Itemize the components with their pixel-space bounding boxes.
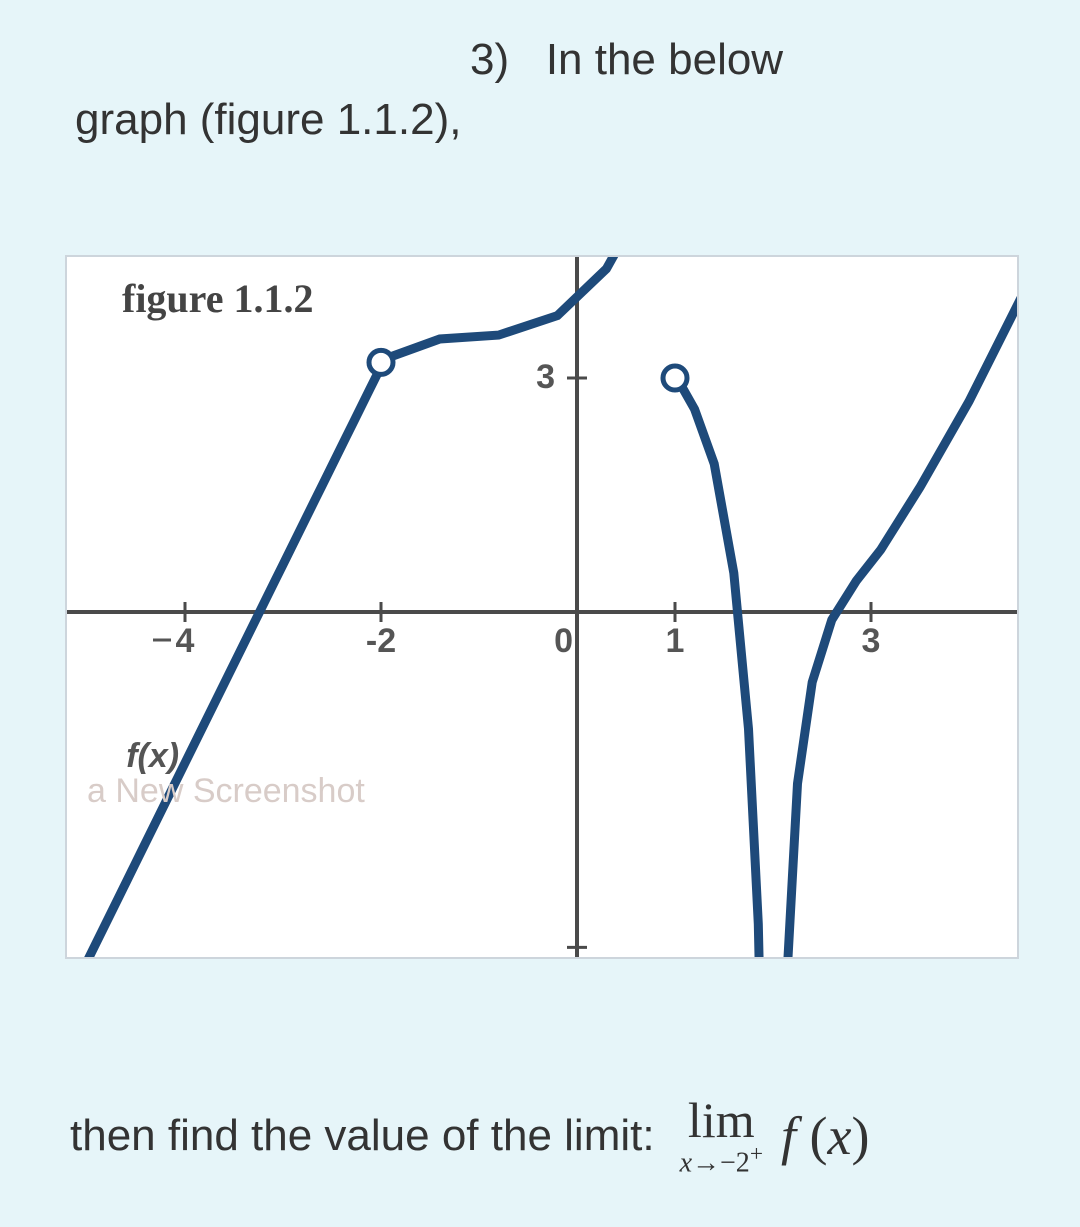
question-final-line: then find the value of the limit: lim x→… [70,1095,869,1177]
limit-expression: lim x→−2+ [680,1095,763,1177]
final-text: then find the value of the limit: [70,1111,655,1161]
fx-expression: f (x) [781,1105,869,1167]
svg-text:0: 0 [554,622,573,660]
question-header: 3) In the below [470,35,783,85]
question-header-text: In the below [546,35,783,84]
svg-text:-2: -2 [366,622,396,660]
graph-plot: 4-201363 [67,257,1017,957]
function-label: f(x) [126,737,179,776]
svg-text:1: 1 [666,622,685,660]
question-subheader: graph (figure 1.1.2), [75,95,461,145]
lim-symbol: lim [688,1095,755,1145]
watermark-text: a New Screenshot [87,772,365,811]
svg-text:4: 4 [176,622,195,660]
svg-text:3: 3 [536,358,555,396]
figure-box: figure 1.1.2 4-201363 a New Screenshot f… [65,255,1019,959]
question-number: 3) [470,35,509,84]
svg-text:3: 3 [862,622,881,660]
lim-subscript: x→−2+ [680,1143,763,1177]
